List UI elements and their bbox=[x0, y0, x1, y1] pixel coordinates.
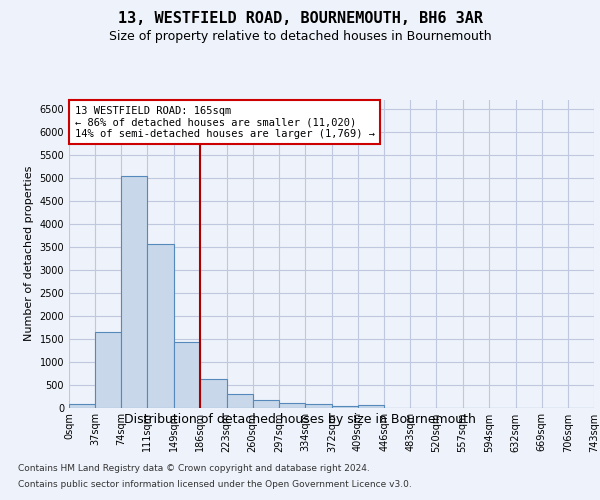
Bar bbox=[69, 404, 95, 407]
Bar bbox=[174, 342, 200, 407]
Bar bbox=[332, 406, 358, 407]
Bar bbox=[200, 379, 227, 408]
Bar bbox=[95, 332, 121, 407]
Bar bbox=[279, 403, 305, 407]
Text: Contains public sector information licensed under the Open Government Licence v3: Contains public sector information licen… bbox=[18, 480, 412, 489]
Bar bbox=[358, 404, 384, 407]
Bar bbox=[305, 404, 332, 407]
Bar bbox=[227, 394, 253, 407]
Text: Distribution of detached houses by size in Bournemouth: Distribution of detached houses by size … bbox=[124, 412, 476, 426]
Text: 13 WESTFIELD ROAD: 165sqm
← 86% of detached houses are smaller (11,020)
14% of s: 13 WESTFIELD ROAD: 165sqm ← 86% of detac… bbox=[74, 106, 374, 138]
Bar bbox=[148, 244, 174, 408]
Text: Size of property relative to detached houses in Bournemouth: Size of property relative to detached ho… bbox=[109, 30, 491, 43]
Bar bbox=[121, 176, 148, 408]
Y-axis label: Number of detached properties: Number of detached properties bbox=[24, 166, 34, 342]
Text: 13, WESTFIELD ROAD, BOURNEMOUTH, BH6 3AR: 13, WESTFIELD ROAD, BOURNEMOUTH, BH6 3AR bbox=[118, 11, 482, 26]
Bar bbox=[253, 400, 279, 407]
Text: Contains HM Land Registry data © Crown copyright and database right 2024.: Contains HM Land Registry data © Crown c… bbox=[18, 464, 370, 473]
